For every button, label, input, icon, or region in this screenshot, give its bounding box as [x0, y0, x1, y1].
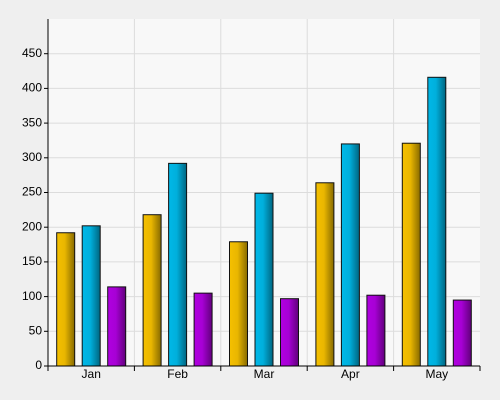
- x-tick-label: May: [425, 367, 448, 381]
- bar: [56, 232, 76, 367]
- y-tick-label: 400: [22, 81, 42, 95]
- bar: [401, 142, 421, 367]
- bar: [142, 214, 162, 367]
- y-tick-label: 150: [22, 254, 42, 268]
- y-tick-label: 50: [29, 323, 43, 337]
- bar: [168, 162, 188, 367]
- x-tick-label: Mar: [254, 367, 275, 381]
- bar: [254, 192, 274, 367]
- bar: [280, 298, 299, 367]
- bar: [427, 76, 447, 367]
- x-tick-label: Apr: [341, 367, 360, 381]
- bar: [366, 294, 386, 367]
- bar: [315, 182, 335, 367]
- y-tick-label: 300: [22, 150, 42, 164]
- x-tick-label: Jan: [82, 367, 101, 381]
- bar: [229, 241, 248, 367]
- x-tick-label: Feb: [167, 367, 188, 381]
- bar: [81, 225, 101, 367]
- y-tick-label: 450: [22, 46, 42, 60]
- y-tick-label: 350: [22, 115, 42, 129]
- y-tick-label: 250: [22, 185, 42, 199]
- bar: [193, 292, 213, 367]
- bar: [452, 299, 472, 367]
- y-tick-label: 200: [22, 219, 42, 233]
- y-tick-label: 0: [35, 358, 42, 372]
- y-tick-label: 100: [22, 289, 42, 303]
- bar: [107, 286, 127, 367]
- bar: [340, 143, 360, 367]
